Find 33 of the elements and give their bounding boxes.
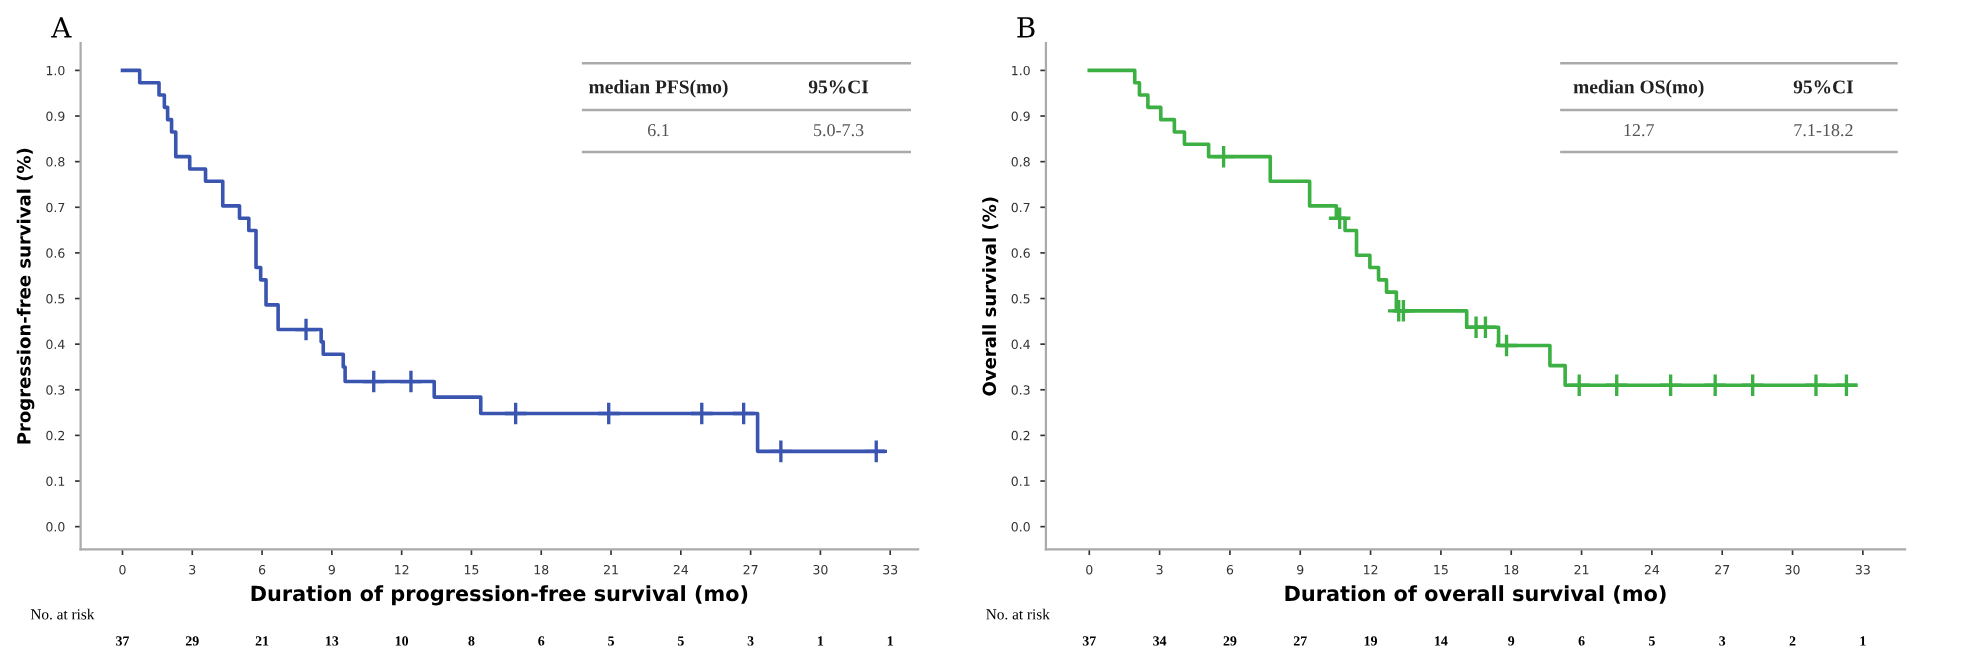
point [596,401,622,426]
point [1494,333,1519,358]
annotation: 5.0-7.3 [814,123,864,137]
point [1658,372,1684,398]
annotation: median PFS(mo) [589,79,728,98]
annotation: 12.7 [1624,124,1654,137]
point [503,401,529,426]
point [293,317,319,342]
annotation: 95%CI [1793,80,1854,94]
chart-title: A [51,17,72,38]
point [768,438,794,464]
point [1834,372,1859,398]
y-axis-title: Progression-free survival (%) [16,148,35,444]
point [1604,372,1630,398]
point [1803,372,1829,398]
point [1702,372,1728,398]
annotation: 6.1 [647,124,669,137]
point [1566,372,1592,398]
point [1327,205,1353,231]
annotation: 95%CI [808,80,869,94]
point [731,401,757,426]
annotation: median OS(mo) [1573,79,1704,98]
point [863,438,889,464]
point [1740,372,1766,398]
y-axis-title: Overall survival (%) [982,197,999,396]
point [689,401,715,426]
annotation: 7.1-18.2 [1794,123,1853,137]
point [1211,144,1237,170]
point [398,369,424,394]
x-axis-title: Duration of overall survival (mo) [1285,585,1666,604]
chart-title: B [1017,17,1035,38]
point [361,369,387,394]
x-axis-title: Duration of progression-free survival (mo) [251,585,748,606]
